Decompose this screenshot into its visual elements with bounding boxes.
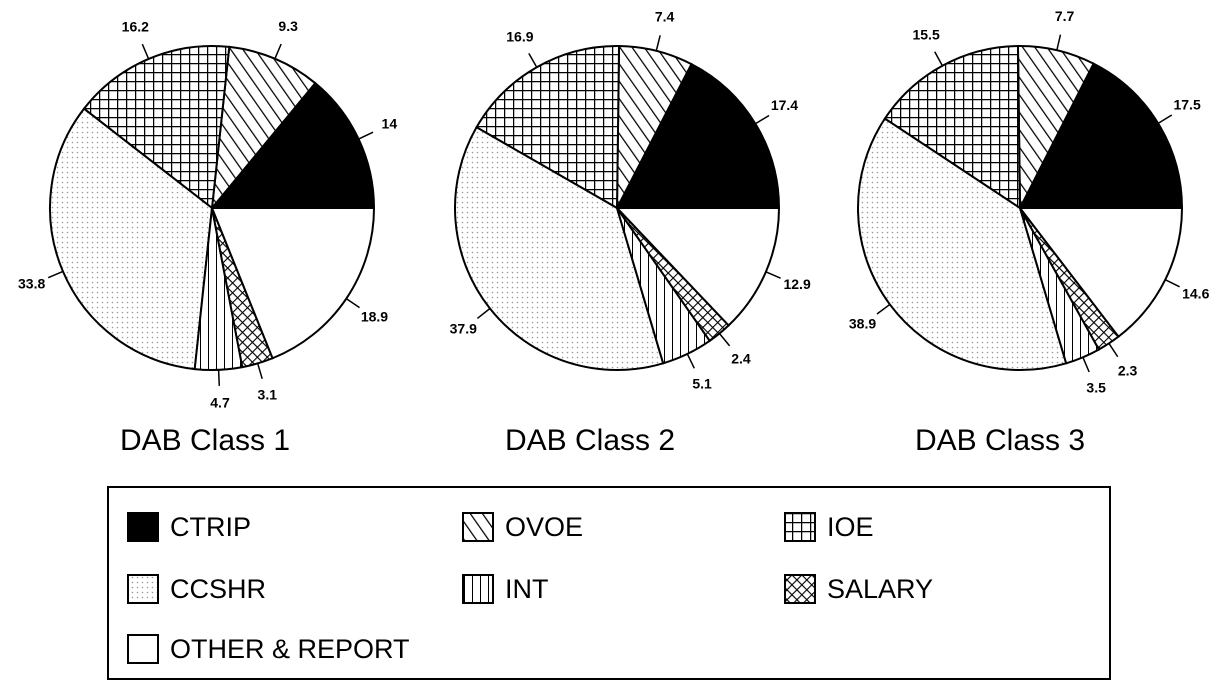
pie-slice (210, 45, 317, 212)
value-label: 12.9 (783, 276, 810, 292)
leader-line (1056, 34, 1062, 51)
leader-line (274, 43, 282, 60)
value-label: 17.5 (1173, 96, 1200, 112)
leader-line (655, 35, 661, 52)
pie-slice (614, 207, 781, 327)
leader-line (476, 307, 491, 320)
value-label: 2.4 (731, 351, 751, 367)
value-label: 5.1 (692, 375, 712, 391)
legend-swatch (127, 512, 159, 542)
value-label: 2.3 (1118, 363, 1138, 379)
value-label: 14 (382, 115, 398, 131)
pie-title: DAB Class 2 (505, 424, 675, 457)
legend-label: CTRIP (170, 512, 251, 542)
leader-line (1082, 356, 1090, 373)
legend-box (107, 486, 1111, 680)
leader-line (1157, 114, 1173, 124)
value-label: 18.9 (361, 308, 388, 324)
pie-slice (1017, 207, 1184, 339)
pie-slice (454, 125, 665, 371)
value-label: 16.9 (506, 28, 533, 44)
leader-line (718, 332, 731, 347)
leader-line (528, 53, 538, 68)
pie-slice (49, 107, 214, 371)
legend-label: OTHER & REPORT (170, 634, 410, 664)
leader-line (217, 369, 221, 386)
value-label: 15.5 (912, 27, 939, 43)
legend-label: INT (505, 574, 549, 604)
leader-line (256, 363, 263, 379)
legend-label: IOE (827, 512, 874, 542)
value-label: 37.9 (450, 320, 477, 336)
leader-line (345, 298, 360, 309)
value-label: 33.8 (18, 275, 45, 291)
value-label: 16.2 (122, 18, 149, 34)
legend-swatch (784, 512, 816, 542)
leader-line (1164, 279, 1180, 288)
value-label: 3.5 (1086, 379, 1106, 395)
leader-line (1108, 342, 1119, 358)
value-label: 7.7 (1055, 8, 1075, 24)
leader-line (141, 43, 150, 60)
legend-label: OVOE (505, 512, 583, 542)
value-label: 7.4 (655, 9, 675, 25)
leader-line (686, 353, 695, 369)
leader-line (755, 114, 770, 125)
legend-swatch (127, 574, 159, 604)
value-label: 4.7 (210, 395, 230, 411)
pie-slice (475, 45, 621, 210)
legend-label: SALARY (827, 574, 933, 604)
value-label: 9.3 (278, 18, 298, 34)
value-label: 38.9 (849, 315, 876, 331)
pie-slice (1018, 62, 1184, 209)
pie-title: DAB Class 3 (915, 424, 1085, 457)
leader-line (47, 270, 64, 279)
pie-title: DAB Class 1 (120, 424, 290, 457)
leader-line (358, 131, 374, 140)
pie-slice (210, 207, 376, 360)
pie-slice (615, 62, 781, 209)
legend-swatch (462, 574, 494, 604)
legend-swatch (127, 634, 159, 664)
legend-swatch (462, 512, 494, 542)
value-label: 14.6 (1182, 285, 1209, 301)
leader-line (934, 51, 944, 67)
value-label: 17.4 (771, 97, 798, 113)
legend-swatch (784, 574, 816, 604)
leader-line (765, 271, 781, 279)
pie-slice (82, 45, 231, 210)
leader-line (876, 303, 891, 315)
legend-label: CCSHR (170, 574, 266, 604)
value-label: 3.1 (258, 387, 278, 403)
pie-slice (883, 44, 1022, 210)
